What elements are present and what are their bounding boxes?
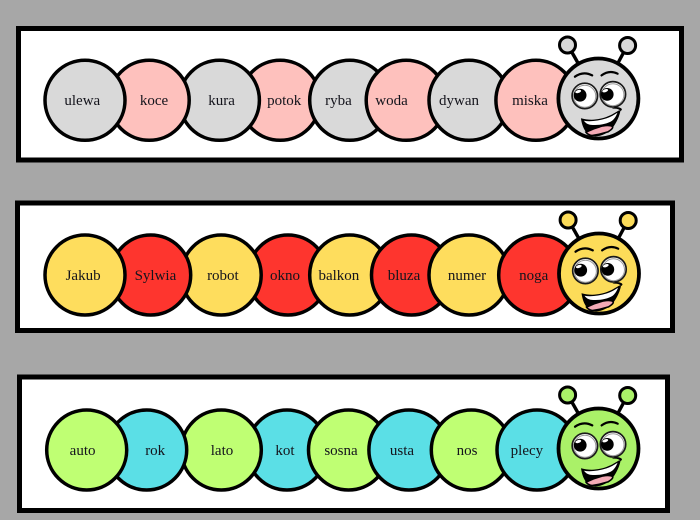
svg-text:miska: miska	[512, 93, 548, 109]
svg-text:noga: noga	[519, 268, 549, 284]
svg-text:Sylwia: Sylwia	[135, 268, 177, 284]
svg-text:ryba: ryba	[325, 93, 352, 109]
svg-text:kot: kot	[275, 443, 295, 459]
svg-text:sosna: sosna	[324, 443, 358, 459]
svg-text:numer: numer	[448, 268, 486, 284]
svg-text:rok: rok	[145, 443, 165, 459]
svg-text:woda: woda	[375, 93, 408, 109]
svg-text:ulewa: ulewa	[64, 93, 100, 109]
svg-text:bluza: bluza	[388, 268, 421, 284]
svg-text:auto: auto	[70, 443, 96, 459]
svg-text:koce: koce	[140, 93, 169, 109]
svg-text:lato: lato	[211, 443, 234, 459]
svg-text:robot: robot	[207, 268, 239, 284]
svg-text:Jakub: Jakub	[66, 268, 101, 284]
svg-text:plecy: plecy	[511, 443, 544, 459]
svg-text:balkon: balkon	[318, 268, 359, 284]
svg-text:kura: kura	[208, 93, 235, 109]
svg-text:dywan: dywan	[439, 93, 479, 109]
svg-text:potok: potok	[267, 93, 302, 109]
svg-text:usta: usta	[390, 443, 415, 459]
svg-text:nos: nos	[457, 443, 478, 459]
svg-text:okno: okno	[270, 268, 300, 284]
